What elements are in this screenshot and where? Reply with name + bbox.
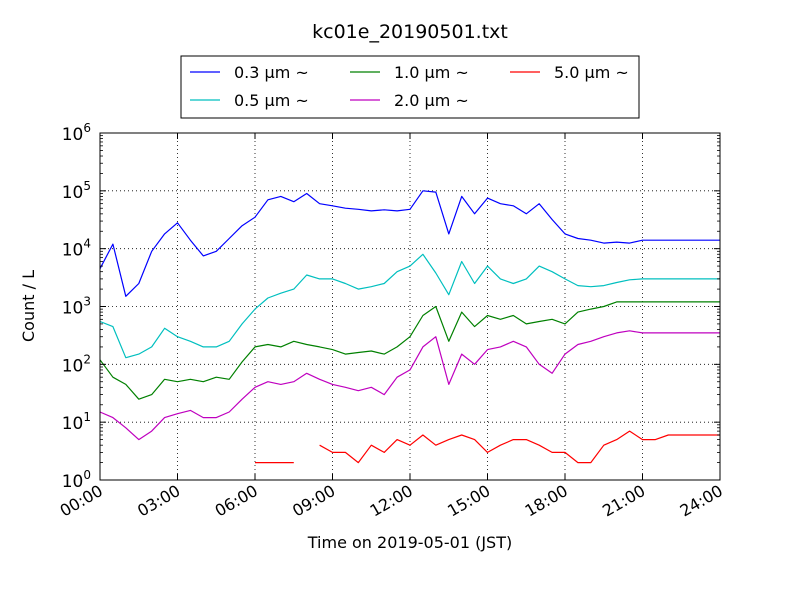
series-line — [99, 253, 720, 359]
legend-label: 5.0 μm ~ — [554, 63, 629, 82]
legend-label: 0.3 μm ~ — [234, 63, 309, 82]
legend: 0.3 μm ~ 1.0 μm ~ 5.0 μm ~ 0.5 μm ~ 2.0 μm ~ — [180, 55, 640, 119]
y-tick-label: 100 — [62, 468, 91, 492]
chart-title: kc01e_20190501.txt — [312, 21, 508, 43]
x-axis-label: Time on 2019-05-01 (JST) — [307, 533, 512, 552]
y-tick-label: 101 — [62, 410, 91, 434]
y-tick-label: 103 — [62, 295, 91, 319]
y-axis-label: Count / L — [19, 270, 38, 342]
series-line — [99, 301, 720, 400]
series-line — [99, 330, 720, 441]
series-line — [255, 430, 720, 464]
series-line — [99, 190, 720, 297]
legend-label: 0.5 μm ~ — [234, 91, 309, 110]
legend-label: 2.0 μm ~ — [394, 91, 469, 110]
y-tick-label: 104 — [62, 237, 91, 261]
series-lines — [99, 190, 720, 464]
y-tick-label: 105 — [62, 179, 91, 203]
gridlines — [100, 133, 720, 480]
y-axis: 100 101 102 103 104 105 106 — [62, 121, 720, 492]
legend-label: 1.0 μm ~ — [394, 63, 469, 82]
legend-box — [180, 55, 640, 119]
y-tick-label: 106 — [62, 121, 91, 145]
y-tick-label: 102 — [62, 352, 91, 376]
